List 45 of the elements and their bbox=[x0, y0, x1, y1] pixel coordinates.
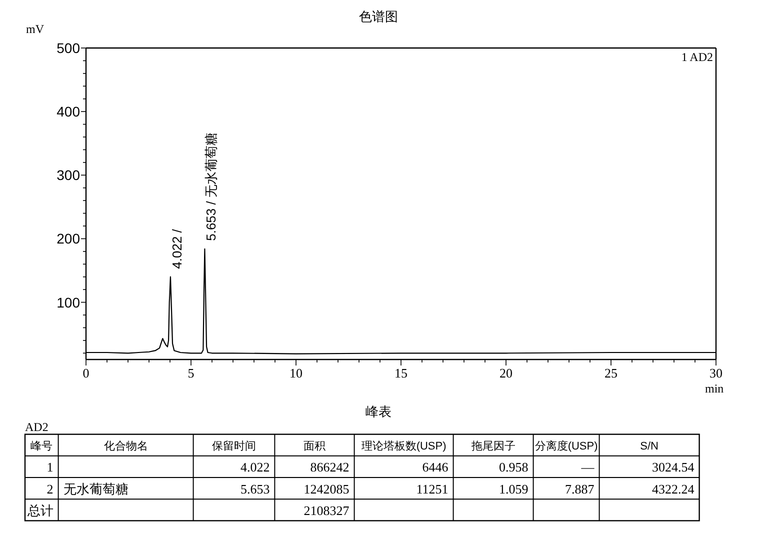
x-tick-label: 5 bbox=[188, 366, 194, 380]
y-tick-label: 100 bbox=[56, 294, 80, 310]
category-label: 保留时间 bbox=[212, 440, 256, 453]
text: 1 AD2 bbox=[681, 50, 713, 64]
category-label: 理论塔板数(USP) bbox=[361, 440, 446, 453]
text: 无水葡萄糖 bbox=[63, 481, 128, 496]
category-label: 分离度(USP) bbox=[534, 440, 598, 453]
text: 4322.24 bbox=[652, 481, 694, 496]
category-label: 化合物名 bbox=[104, 440, 148, 453]
category-label: 面积 bbox=[304, 440, 326, 453]
y-tick-label: 300 bbox=[56, 167, 80, 184]
x-tick-label: 0 bbox=[82, 366, 90, 380]
text: 6446 bbox=[422, 460, 448, 475]
text: 0.958 bbox=[499, 460, 528, 475]
x-tick-label: 10 bbox=[290, 366, 302, 380]
text: 5.653 bbox=[240, 481, 270, 496]
x-tick-label: 30 bbox=[710, 366, 722, 380]
text: 总计 bbox=[27, 502, 54, 518]
text: 4.022 bbox=[240, 460, 270, 475]
text: 7.887 bbox=[565, 481, 594, 496]
text: 3024.54 bbox=[652, 460, 694, 475]
category-label: 拖尾因子 bbox=[470, 440, 516, 453]
chart-title: 色谱图 bbox=[359, 9, 398, 24]
x-axis-title: min bbox=[705, 382, 724, 396]
annotation: 4.022 / bbox=[169, 228, 184, 269]
text: 1 bbox=[46, 460, 54, 475]
text: — bbox=[581, 460, 594, 475]
y-axis-title: mV bbox=[26, 22, 44, 36]
text: 1242085 bbox=[304, 481, 350, 496]
x-tick-label: 25 bbox=[604, 366, 618, 380]
category-label: S/N bbox=[640, 440, 659, 453]
x-tick-label: 15 bbox=[394, 366, 408, 380]
text: AD2 bbox=[25, 420, 48, 434]
category-label: 峰号 bbox=[30, 440, 53, 453]
text: 2108327 bbox=[304, 502, 350, 518]
annotation: 5.653 / 无水葡萄糖 bbox=[204, 132, 219, 241]
y-tick-label: 400 bbox=[56, 104, 80, 120]
text: 866242 bbox=[310, 460, 350, 475]
text: 峰表 bbox=[366, 404, 392, 419]
text: 11251 bbox=[416, 481, 448, 496]
y-tick-label: 200 bbox=[56, 230, 80, 247]
text: 2 bbox=[46, 481, 54, 496]
y-tick-label: 500 bbox=[56, 40, 80, 56]
text: 1.059 bbox=[499, 481, 528, 496]
x-tick-label: 20 bbox=[500, 366, 512, 380]
